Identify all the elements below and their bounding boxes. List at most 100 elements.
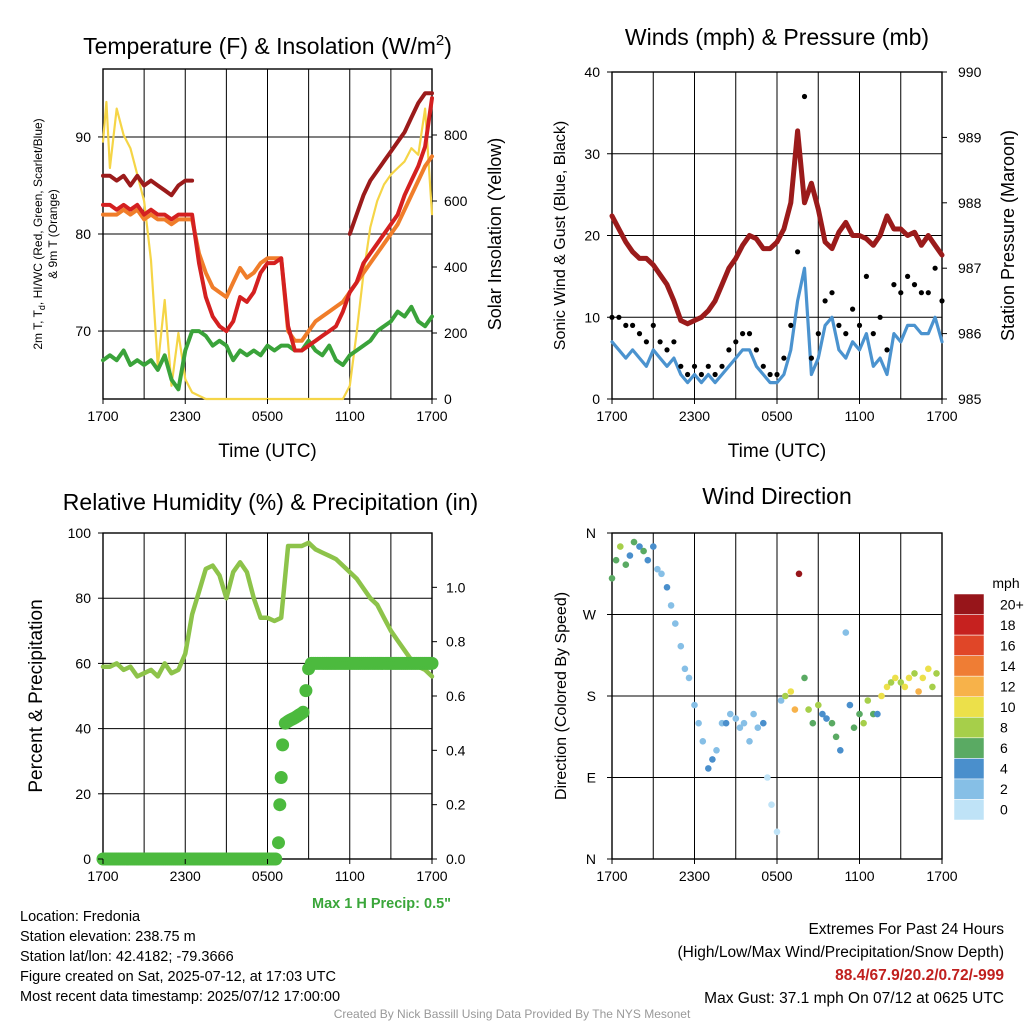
direction-ylabel: Direction (Colored By Speed) [553, 592, 570, 800]
gust-point [884, 347, 890, 353]
colorbar-label: 2 [1000, 781, 1008, 797]
precip-point [274, 771, 288, 784]
wind-direction-point [823, 715, 830, 722]
credit-text: Created By Nick Bassill Using Data Provi… [333, 1007, 691, 1021]
wind-direction-point [892, 674, 899, 682]
winds-xtick-label: 2300 [679, 408, 710, 424]
wind-direction-point [874, 710, 881, 718]
colorbar-label: 20+ [1000, 596, 1024, 612]
gust-point [657, 339, 663, 345]
wind-direction-point [856, 710, 863, 718]
pressure-ytick-label: 987 [958, 260, 982, 276]
direction-ytick-label: W [583, 607, 597, 623]
wind-direction-point [809, 719, 817, 727]
wind-direction-point [695, 719, 702, 727]
winds-xlabel: Time (UTC) [728, 441, 827, 462]
insolation-ytick-label: 600 [444, 193, 468, 209]
pressure-ytick-label: 990 [958, 64, 982, 80]
wind-direction-xtick-label: 1700 [926, 868, 957, 884]
2m-td-line [101, 304, 434, 392]
temperature-xtick-label: 1700 [416, 408, 447, 424]
temperature-title-sup: 2 [436, 32, 444, 49]
winds-ytick-label: 40 [584, 64, 600, 80]
precip-point [276, 738, 290, 752]
insolation-ytick-label: 0 [444, 391, 452, 407]
humidity-ylabel-group: Percent & Precipitation [26, 599, 47, 792]
wind-direction-point [878, 692, 885, 700]
gust-point [918, 290, 925, 296]
pressure-ylabel: Station Pressure (Maroon) [998, 130, 1018, 341]
colorbar-swatch [953, 593, 985, 615]
pressure-ytick-label: 989 [958, 129, 982, 145]
wind-direction-point [925, 665, 932, 673]
colorbar-label: 12 [1000, 679, 1016, 695]
colorbar-swatch [953, 675, 985, 697]
wind-direction-xtick-label: 1700 [596, 868, 627, 884]
humidity-xtick-label: 2300 [170, 868, 201, 884]
insolation-line [101, 100, 434, 401]
gust-point [863, 273, 870, 279]
wind-direction-point [644, 556, 652, 564]
gust-point [726, 347, 732, 353]
direction-ylabel-group: Direction (Colored By Speed) [553, 592, 570, 800]
colorbar-swatch [953, 696, 985, 718]
wind-direction-point [608, 575, 616, 582]
winds-xtick-label: 0500 [761, 408, 792, 424]
gust-point [822, 298, 828, 304]
winds-ylabel: Sonic Wind & Gust (Blue, Black) [552, 121, 569, 350]
colorbar-label: 10 [1000, 699, 1016, 715]
precip-ytick-label: 0.6 [446, 688, 466, 704]
gust-point [891, 282, 897, 288]
precip-ytick-label: 0.4 [446, 742, 466, 758]
winds-grid [612, 72, 942, 399]
gust-point [698, 371, 705, 378]
gust-point [925, 290, 931, 296]
humidity-title: Relative Humidity (%) & Precipitation (i… [63, 489, 478, 515]
wind-direction-point [750, 710, 757, 718]
wind-direction-point [732, 715, 740, 722]
colorbar-label: 14 [1000, 658, 1016, 674]
humidity-xtick-label: 0500 [252, 868, 283, 884]
extremes-title: Extremes For Past 24 Hours [808, 921, 1004, 938]
wind-direction-point [736, 724, 744, 731]
wind-direction-point [837, 747, 844, 754]
gust-point [781, 355, 787, 361]
wind-direction-point [740, 719, 748, 727]
wind-direction-point [901, 683, 909, 691]
precip-point [272, 836, 285, 850]
gust-point [719, 363, 725, 369]
precip-ytick-label: 0.8 [446, 634, 466, 650]
gust-point [733, 339, 739, 345]
direction-ytick-label: E [587, 770, 596, 786]
pressure-ytick-label: 985 [958, 391, 982, 407]
latlon-text: Station lat/lon: 42.4182; -79.3666 [20, 949, 234, 965]
wind-direction-point [773, 828, 781, 836]
wind-direction-xtick-label: 1100 [844, 868, 874, 884]
wind-direction-point [612, 556, 620, 564]
colorbar-title: mph [992, 575, 1019, 591]
temperature-ytick-label: 80 [75, 226, 91, 242]
wind-direction-point [663, 584, 671, 591]
wind-direction-point [685, 674, 693, 682]
precip-ytick-label: 1.0 [446, 579, 466, 595]
humidity-xtick-label: 1700 [416, 868, 447, 884]
colorbar-label: 16 [1000, 637, 1016, 653]
gust-point [836, 322, 842, 328]
wind-direction-point [864, 697, 872, 704]
wind-direction-point [677, 642, 685, 650]
wind-direction-point [691, 701, 698, 709]
gust-point [850, 306, 856, 312]
temperature-ylabel-group: 2m T, Td, HI/WC (Red, Green, Scarlet/Blu… [31, 118, 60, 349]
hiwc-line [101, 173, 195, 198]
gust-point [932, 265, 938, 271]
insolation-ytick-label: 200 [444, 325, 468, 341]
humidity-ylabel: Percent & Precipitation [26, 599, 47, 792]
wind-direction-point [672, 620, 679, 627]
gust-point [774, 371, 780, 378]
colorbar-swatch [953, 717, 985, 739]
humidity-ytick-label: 80 [75, 590, 91, 606]
gust-point [705, 363, 711, 369]
direction-ytick-label: N [586, 525, 596, 541]
gust-point [877, 314, 883, 320]
wind-direction-point [842, 629, 850, 636]
